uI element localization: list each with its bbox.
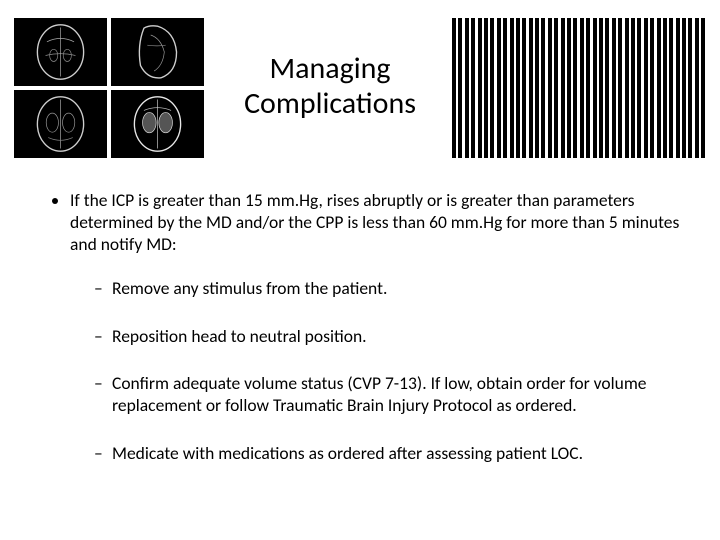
brain-scan-image	[111, 18, 204, 86]
sub-bullet-text: Remove any stimulus from the patient.	[112, 277, 387, 299]
sub-bullet: Remove any stimulus from the patient.	[94, 278, 690, 300]
main-bullet: If the ICP is greater than 15 mm.Hg, ris…	[70, 190, 690, 465]
sub-bullet-text: Medicate with medications as ordered aft…	[112, 442, 583, 464]
slide-title: Managing Complications	[210, 52, 450, 121]
brain-icon	[111, 18, 204, 86]
sub-bullet-list: Remove any stimulus from the patient. Re…	[70, 278, 690, 465]
brain-scan-grid	[14, 18, 204, 158]
brain-scan-image	[14, 90, 107, 158]
brain-scan-image	[14, 18, 107, 86]
main-bullet-text: If the ICP is greater than 15 mm.Hg, ris…	[70, 189, 679, 255]
sub-bullet-text: Reposition head to neutral position.	[112, 325, 367, 347]
sub-bullet-text: Confirm adequate volume status (CVP 7-13…	[112, 372, 647, 416]
sub-bullet: Medicate with medications as ordered aft…	[94, 443, 690, 465]
slide-header: Managing Complications	[0, 0, 720, 160]
barcode-decoration	[452, 18, 708, 158]
title-line-2: Complications	[244, 85, 416, 122]
slide-body: If the ICP is greater than 15 mm.Hg, ris…	[0, 160, 720, 465]
title-line-1: Managing	[269, 50, 390, 87]
brain-icon	[111, 90, 204, 158]
brain-icon	[14, 90, 107, 158]
sub-bullet: Reposition head to neutral position.	[94, 326, 690, 348]
sub-bullet: Confirm adequate volume status (CVP 7-13…	[94, 373, 690, 417]
brain-icon	[14, 18, 107, 86]
bullet-list: If the ICP is greater than 15 mm.Hg, ris…	[30, 190, 690, 465]
brain-scan-image	[111, 90, 204, 158]
